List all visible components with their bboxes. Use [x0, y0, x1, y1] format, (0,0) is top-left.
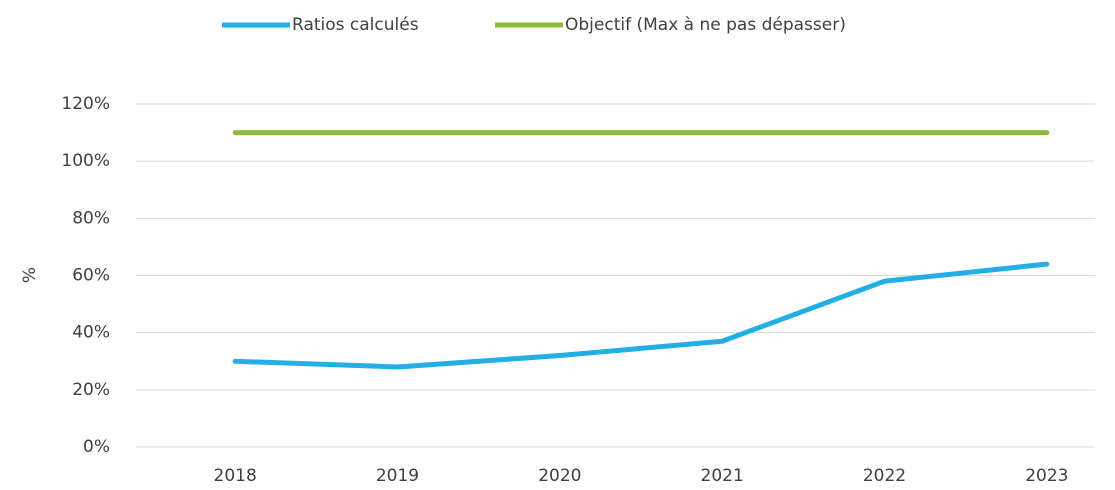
x-tick-label: 2019 — [376, 466, 419, 486]
y-tick-label: 60% — [72, 266, 110, 286]
legend-label: Ratios calculés — [292, 15, 419, 35]
x-tick-label: 2020 — [538, 466, 581, 486]
legend-label: Objectif (Max à ne pas dépasser) — [565, 15, 846, 35]
y-tick-label: 120% — [61, 94, 110, 114]
series-line — [232, 261, 1050, 370]
x-tick-label: 2023 — [1025, 466, 1068, 486]
x-tick-label: 2022 — [863, 466, 906, 486]
x-tick-label: 2018 — [214, 466, 257, 486]
y-tick-label: 20% — [72, 380, 110, 400]
x-tick-label: 2021 — [701, 466, 744, 486]
y-tick-label: 80% — [72, 208, 110, 228]
y-tick-label: 100% — [61, 151, 110, 171]
y-tick-label: 40% — [72, 323, 110, 343]
y-tick-label: 0% — [83, 437, 110, 457]
y-axis-label: % — [20, 267, 40, 283]
